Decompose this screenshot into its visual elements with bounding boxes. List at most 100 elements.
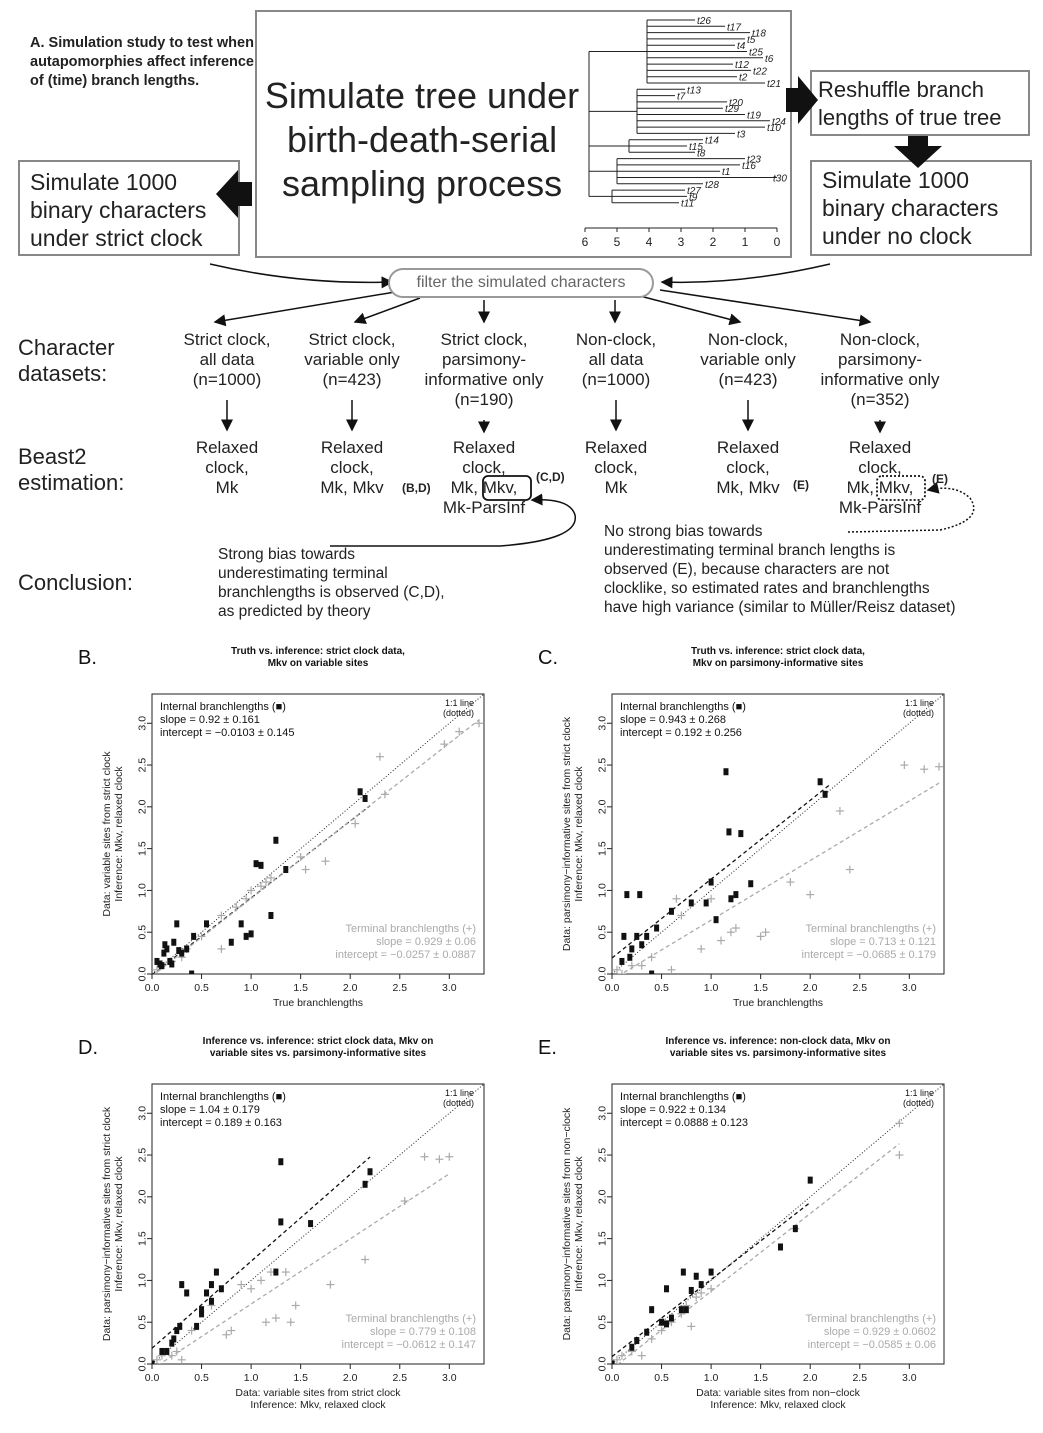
- mkv-dotted-highlight-box: [876, 475, 926, 501]
- y-tick-label: 2.0: [597, 1189, 609, 1204]
- internal-slope: slope = 0.922 ± 0.134: [620, 1104, 726, 1116]
- block-arrow-down: [894, 136, 942, 168]
- internal-point: [159, 962, 165, 970]
- internal-point: [367, 1168, 373, 1176]
- internal-legend: Internal branchlengths (■): [160, 1091, 286, 1103]
- y-axis-label: Inference: Mkv, relaxed clock: [113, 766, 125, 902]
- internal-point: [238, 920, 244, 928]
- internal-fit-line: [152, 1156, 371, 1349]
- tree-tip-label: t25: [749, 48, 763, 59]
- internal-point: [680, 1268, 686, 1276]
- x-tick-label: 2.0: [343, 1372, 358, 1384]
- internal-point: [273, 1268, 279, 1276]
- strict-clock-simulation-box: Simulate 1000 binary characters under st…: [18, 160, 240, 256]
- x-tick-label: 2.0: [803, 1372, 818, 1384]
- internal-point: [176, 947, 182, 955]
- y-tick-label: 2.0: [137, 1189, 149, 1204]
- terminal-point: [707, 1284, 716, 1293]
- one-to-one-legend: 1:1 line: [445, 1088, 474, 1098]
- tree-tip-label: t10: [767, 123, 781, 134]
- one-to-one-legend: 1:1 line: [905, 1088, 934, 1098]
- tree-tip-label: t21: [767, 79, 781, 90]
- internal-point: [748, 880, 754, 888]
- internal-point: [174, 1327, 180, 1335]
- internal-point: [177, 1322, 183, 1330]
- y-tick-label: 2.5: [137, 758, 149, 773]
- y-tick-label: 1.0: [137, 1273, 149, 1288]
- x-axis-label: True branchlengths: [733, 997, 823, 1009]
- filter-pill: filter the simulated characters: [388, 268, 654, 298]
- internal-point: [199, 1306, 205, 1314]
- y-tick-label: 1.0: [597, 883, 609, 898]
- row-label-conclusion: Conclusion:: [18, 570, 133, 595]
- x-tick-label: 2.5: [852, 1372, 867, 1384]
- simulate-tree-text: Simulate tree under birth-death-serial s…: [264, 75, 580, 204]
- terminal-point: [731, 924, 740, 933]
- conclusion-left: Strong bias towards underestimating termi…: [218, 546, 445, 620]
- terminal-point: [167, 1351, 176, 1360]
- one-to-one-legend: 1:1 line: [445, 698, 474, 708]
- internal-intercept: intercept = 0.192 ± 0.256: [620, 727, 742, 739]
- dataset-6: Non-clock, parsimony-informative only (n=3…: [820, 330, 940, 409]
- terminal-point: [672, 894, 681, 903]
- dataset-4: Non-clock, all data (n=1000): [575, 330, 657, 389]
- internal-legend: Internal branchlengths (■): [620, 1091, 746, 1103]
- flow-arrows: [209, 76, 975, 547]
- x-tick-label: 3.0: [902, 982, 917, 994]
- terminal-point: [707, 894, 716, 903]
- tree-tip-label: t19: [747, 111, 761, 122]
- internal-point: [204, 920, 210, 928]
- internal-point: [162, 941, 168, 949]
- terminal-legend: Terminal branchlengths (+): [345, 1313, 476, 1325]
- internal-point: [688, 1286, 694, 1294]
- strict-clock-simulation-text: Simulate 1000 binary characters under st…: [30, 169, 207, 251]
- terminal-point: [647, 1334, 656, 1343]
- internal-point: [649, 1306, 655, 1314]
- internal-point: [634, 1337, 640, 1345]
- internal-intercept: intercept = 0.0888 ± 0.123: [620, 1117, 748, 1129]
- y-tick-label: 2.5: [597, 1148, 609, 1163]
- x-axis-label: Data: variable sites from non−clock: [696, 1387, 860, 1399]
- internal-point: [278, 1158, 284, 1166]
- tree-tip-label: t18: [752, 29, 766, 40]
- internal-point: [169, 960, 175, 968]
- y-tick-label: 0.0: [597, 1357, 609, 1372]
- internal-fit-line: [612, 1201, 811, 1358]
- y-tick-label: 3.0: [597, 1106, 609, 1121]
- tree-tip-label: t6: [765, 54, 774, 65]
- row-label-beast: Beast2 estimation:: [18, 444, 125, 495]
- x-tick-label: 0.0: [605, 1372, 620, 1384]
- tree-axis-tick: 1: [742, 235, 749, 249]
- internal-point: [204, 1289, 210, 1297]
- tree-tip-label: t27: [687, 186, 701, 197]
- internal-point: [629, 1343, 635, 1351]
- x-tick-label: 0.5: [654, 982, 669, 994]
- internal-point: [174, 920, 180, 928]
- tree-tip-label: t26: [697, 16, 711, 27]
- internal-point: [248, 930, 254, 938]
- internal-point: [218, 1285, 224, 1293]
- x-tick-label: 1.5: [293, 982, 308, 994]
- terminal-legend: Terminal branchlengths (+): [805, 1313, 936, 1325]
- estimation-3: Relaxed clock, Mk, Mkv, Mk-ParsInf: [442, 438, 526, 517]
- internal-point: [268, 911, 274, 919]
- x-tick-label: 0.0: [145, 1372, 160, 1384]
- x-tick-label: 0.0: [145, 982, 160, 994]
- terminal-point: [475, 719, 484, 728]
- terminal-point: [291, 1301, 300, 1310]
- tree-tip-label: t22: [753, 66, 767, 77]
- y-tick-label: 3.0: [137, 1106, 149, 1121]
- y-tick-label: 0.5: [597, 1315, 609, 1330]
- internal-fit-line: [612, 784, 831, 959]
- internal-point: [189, 970, 195, 974]
- terminal-point: [935, 762, 944, 771]
- internal-point: [194, 1322, 200, 1330]
- internal-point: [171, 938, 177, 946]
- terminal-point: [895, 1151, 904, 1160]
- x-tick-label: 1.5: [293, 1372, 308, 1384]
- estimation-6: Relaxed clock, Mk, Mkv, Mk-ParsInf: [838, 438, 922, 517]
- x-tick-label: 0.5: [194, 982, 209, 994]
- x-tick-label: 2.5: [852, 982, 867, 994]
- mkv-highlight-box: [482, 475, 532, 501]
- terminal-slope: slope = 0.713 ± 0.121: [830, 936, 936, 948]
